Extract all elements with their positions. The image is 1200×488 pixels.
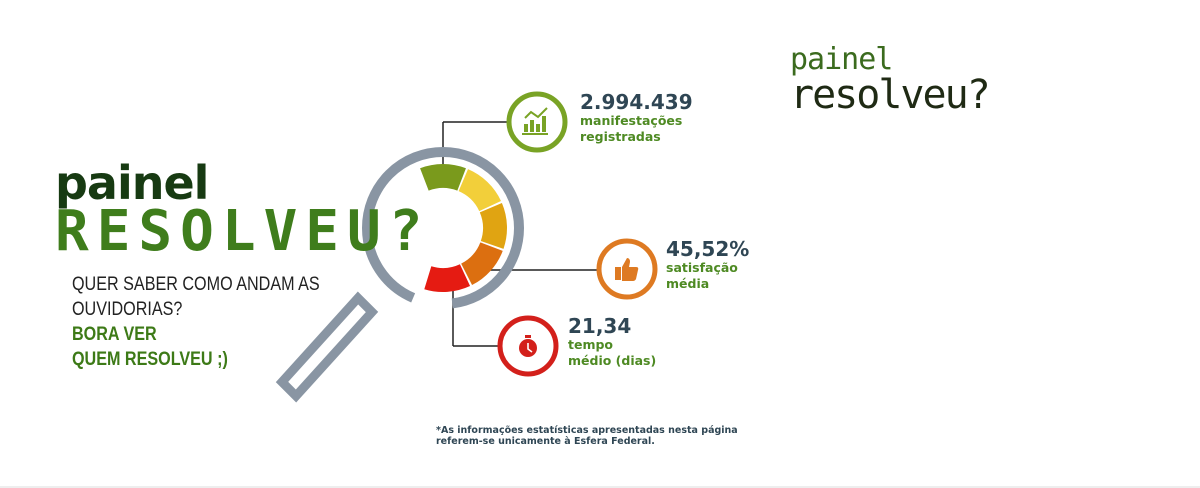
tagline-cta-1: BORA VER — [72, 324, 157, 345]
tagline: QUER SABER COMO ANDAM AS OUVIDORIAS? BOR… — [72, 272, 363, 372]
stat-circles — [497, 91, 658, 377]
stat-label: tempo — [568, 337, 614, 352]
chart-icon — [522, 107, 548, 135]
stat-label: manifestações — [580, 113, 683, 128]
tagline-cta-2: QUEM RESOLVEU ;) — [72, 349, 228, 370]
gauge-segment — [458, 169, 502, 212]
stat-manifestacoes: 2.994.439 manifestações registradas — [580, 91, 693, 145]
stat-value: 2.994.439 — [580, 90, 693, 114]
magnifier-handle — [275, 291, 379, 403]
stat-value: 21,34 — [568, 314, 632, 338]
footnote-line2: referem-se unicamente à Esfera Federal. — [436, 436, 655, 447]
magnifier-ring — [362, 147, 524, 309]
tagline-question-2: OUVIDORIAS? — [72, 299, 183, 320]
logo-line1: painel — [55, 156, 209, 210]
stat-label: média — [666, 276, 710, 291]
gauge — [420, 164, 507, 292]
gauge-segment — [420, 164, 466, 191]
stat-label: registradas — [580, 129, 661, 144]
stat-tempo-medio: 21,34 tempo médio (dias) — [568, 315, 656, 369]
brand-logo: painel resolveu? — [790, 42, 991, 118]
tagline-question-1: QUER SABER COMO ANDAM AS — [72, 274, 320, 295]
stat-label: satisfação — [666, 260, 738, 275]
stat-satisfacao: 45,52% satisfação média — [666, 238, 749, 292]
stat-circle — [506, 91, 568, 153]
gauge-segment — [479, 202, 507, 249]
logo-line2: RESOLVEU? — [55, 199, 431, 264]
brand-line2: resolveu? — [790, 72, 991, 118]
stat-value: 45,52% — [666, 237, 750, 261]
gauge-segment — [461, 242, 503, 286]
brand-line1: painel — [790, 42, 893, 77]
divider — [0, 486, 1200, 488]
footnote: *As informações estatísticas apresentada… — [436, 425, 738, 447]
painel-resolveu-logo: painel RESOLVEU? — [55, 160, 430, 260]
gauge-segment — [424, 264, 471, 292]
thumbs-up-icon — [615, 258, 639, 281]
stopwatch-icon — [519, 335, 537, 357]
stat-label: médio (dias) — [568, 353, 657, 368]
footnote-line1: *As informações estatísticas apresentada… — [436, 425, 738, 436]
